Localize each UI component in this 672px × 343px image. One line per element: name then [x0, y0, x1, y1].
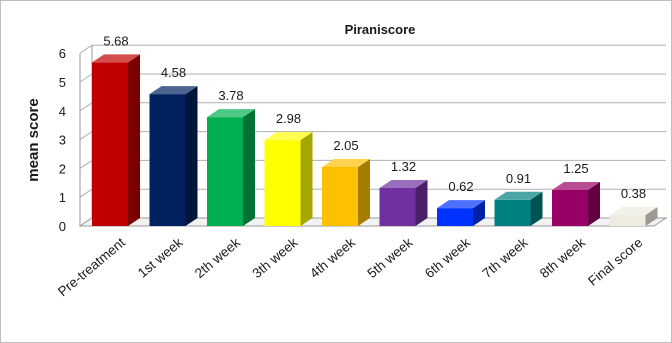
bar-front [264, 140, 301, 226]
y-tick-label: 0 [59, 219, 66, 234]
bar-front [149, 94, 186, 226]
x-tick-label: 3th week [249, 235, 300, 281]
y-tick-label: 2 [59, 161, 66, 176]
gridline-diagonal [79, 188, 93, 198]
x-tick-label: Final score [585, 235, 645, 289]
x-tick-label: 7th week [479, 235, 530, 281]
bar-side [185, 86, 198, 226]
bar-front [92, 62, 128, 226]
x-tick-label: 2th week [192, 235, 243, 281]
bar [207, 109, 255, 226]
bar-top [322, 158, 370, 167]
data-label: 0.62 [448, 179, 473, 194]
y-axis: 0 1 2 3 4 5 6 [59, 46, 81, 234]
y-tick-label: 5 [59, 75, 66, 90]
bar-side [243, 109, 255, 226]
data-label: 0.91 [506, 171, 531, 186]
y-tick-label: 4 [59, 104, 66, 119]
data-label: 1.25 [563, 161, 588, 176]
y-tick-label: 1 [59, 190, 66, 205]
bar [92, 54, 140, 226]
bar-front [322, 166, 358, 226]
bar-front [552, 190, 588, 226]
x-tick-label: 5th week [364, 235, 415, 281]
x-tick-label: 6th week [422, 235, 473, 281]
x-tick-label: 8th week [537, 235, 588, 281]
bar [609, 207, 658, 226]
bar-side [530, 191, 543, 226]
data-label: 2.05 [333, 138, 358, 153]
bar-front [494, 199, 531, 226]
bar-front [609, 215, 646, 226]
bar-top [264, 132, 313, 141]
bar-top [207, 109, 255, 118]
x-tick-label: Pre-treatment [55, 235, 128, 300]
bar [437, 200, 485, 226]
data-label: 4.58 [161, 65, 186, 80]
x-tick-label: 1st week [135, 235, 186, 281]
bar [379, 179, 428, 226]
y-axis-label: mean score [25, 98, 42, 181]
bar-side [300, 132, 313, 226]
bar-side [358, 158, 370, 226]
bar-side [128, 54, 140, 226]
data-label: 0.38 [621, 186, 646, 201]
bar-series [92, 54, 658, 226]
data-label: 2.98 [276, 111, 301, 126]
bar-top [92, 54, 140, 63]
data-label: 5.68 [103, 33, 128, 48]
bar-side [588, 182, 600, 226]
x-axis: Pre-treatment 1st week 2th week 3th week 4th… [55, 235, 645, 300]
gridline-diagonal [79, 159, 93, 169]
bar-side [645, 207, 658, 226]
data-label: 3.78 [218, 88, 243, 103]
bar-top [379, 179, 428, 188]
gridline-diagonal [79, 131, 93, 141]
bar [552, 182, 600, 226]
bar-top [149, 86, 198, 95]
chart-title: Piraniscore [345, 22, 416, 37]
bar-top [552, 182, 600, 190]
bar [494, 191, 543, 226]
y-tick-label: 3 [59, 133, 66, 148]
bar [149, 86, 198, 226]
data-labels: 5.68 4.58 3.78 2.98 2.05 1.32 0.62 0.91 1.25 0.38 [103, 33, 646, 201]
data-label: 1.32 [391, 159, 416, 174]
x-tick-label: 4th week [307, 235, 358, 281]
bar [322, 158, 370, 226]
bar-side [473, 200, 485, 226]
bar-top [609, 207, 658, 216]
bar-top [437, 200, 485, 209]
y-tick-label: 6 [59, 46, 66, 61]
bar-side [415, 179, 428, 226]
gridline-diagonal [79, 102, 93, 112]
gridline-diagonal [79, 73, 93, 83]
bar-front [379, 187, 416, 226]
bar-front [207, 117, 243, 226]
gridline-diagonal [79, 44, 93, 54]
bar-top [494, 191, 543, 200]
bar-front [437, 208, 473, 226]
bar [264, 132, 313, 226]
